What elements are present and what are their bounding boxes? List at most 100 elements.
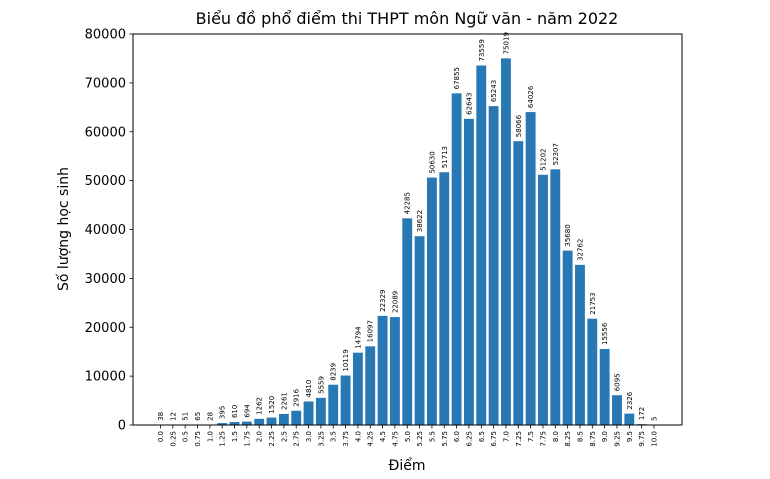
data-label-6.75: 65243 [490,80,498,102]
bar-8.75 [587,319,597,425]
y-tick-label-70000: 70000 [85,76,126,91]
bar-5.25 [415,236,425,425]
data-label-2.0: 1262 [256,397,264,415]
bar-9.25 [612,395,622,425]
x-tick-label-5.75: 5.75 [441,431,449,447]
data-label-3.5: 8239 [330,363,338,381]
y-axis-ticks: 0100002000030000400005000060000700008000… [85,28,133,434]
bar-5.5 [427,178,437,425]
y-axis-label: Số lượng học sinh [55,167,72,291]
data-label-9.0: 15556 [601,322,609,345]
bar-2.0 [254,419,264,425]
x-tick-label-3.5: 3.5 [330,431,338,442]
data-label-1.25: 395 [219,406,227,419]
x-tick-label-2.75: 2.75 [293,431,301,447]
data-label-5.25: 38622 [416,210,424,232]
data-label-0.25: 12 [169,412,177,421]
chart-title: Biểu đồ phổ điểm thi THPT môn Ngữ văn - … [196,9,619,28]
data-label-1.0: 28 [206,412,214,421]
data-label-0.5: 51 [182,412,190,421]
y-tick-label-60000: 60000 [85,125,126,140]
x-tick-label-6.5: 6.5 [478,431,486,442]
data-label-8.25: 35680 [564,224,572,246]
data-label-9.75: 172 [638,407,646,420]
y-tick-label-20000: 20000 [85,321,126,336]
data-label-5.75: 51713 [441,146,449,168]
bar-6.75 [489,106,499,425]
x-tick-label-9.25: 9.25 [613,431,621,447]
data-label-8.75: 21753 [589,292,597,314]
y-tick-label-80000: 80000 [85,28,126,43]
x-tick-label-5.25: 5.25 [416,431,424,447]
x-tick-label-3.75: 3.75 [342,431,350,447]
x-tick-label-4.5: 4.5 [379,431,387,442]
x-tick-label-9.5: 9.5 [626,431,634,442]
x-tick-label-3.25: 3.25 [317,431,325,447]
x-tick-label-8.25: 8.25 [564,431,572,447]
x-tick-label-0.5: 0.5 [182,431,190,442]
data-label-3.0: 4810 [305,380,313,398]
data-label-0.75: 65 [194,412,202,421]
data-label-3.75: 10119 [342,349,350,371]
bar-4.75 [390,317,400,425]
x-tick-label-1.5: 1.5 [231,431,239,442]
bar-8.0 [550,169,560,425]
x-tick-label-3.0: 3.0 [305,431,313,442]
x-tick-label-0.25: 0.25 [169,431,177,447]
data-label-2.75: 2916 [293,388,301,406]
x-tick-label-4.25: 4.25 [367,431,375,447]
bar-4.25 [365,346,375,425]
x-tick-label-0.0: 0.0 [157,431,165,442]
x-tick-label-5.0: 5.0 [404,431,412,442]
bar-1.75 [242,422,252,425]
data-label-5.5: 50630 [428,151,436,173]
bar-5.75 [439,172,449,425]
data-label-9.25: 6095 [613,373,621,391]
data-label-8.0: 52307 [552,143,560,165]
bar-6.25 [464,119,474,425]
x-tick-label-8.75: 8.75 [589,431,597,447]
x-tick-label-1.0: 1.0 [206,431,214,442]
x-tick-label-4.75: 4.75 [391,431,399,447]
x-tick-label-7.5: 7.5 [527,431,535,442]
data-label-5.0: 42285 [404,192,412,214]
bar-7.5 [526,112,536,425]
x-tick-label-0.75: 0.75 [194,431,202,447]
x-tick-label-4.0: 4.0 [354,431,362,442]
x-tick-label-8.5: 8.5 [576,431,584,442]
data-label-8.5: 32762 [576,239,584,261]
bar-3.0 [304,401,314,425]
data-label-3.25: 5559 [317,376,325,394]
bar-2.75 [291,411,301,425]
bar-7.0 [501,58,511,425]
bar-9.0 [600,349,610,425]
x-tick-label-2.0: 2.0 [256,431,264,442]
x-tick-label-1.75: 1.75 [243,431,251,447]
y-tick-label-40000: 40000 [85,223,126,238]
bar-7.75 [538,175,548,425]
data-label-4.0: 14794 [354,326,362,349]
bar-4.0 [353,353,363,425]
x-tick-label-10.0: 10.0 [651,431,659,447]
data-label-1.5: 610 [231,405,239,418]
y-tick-label-50000: 50000 [85,174,126,189]
x-tick-label-8.0: 8.0 [552,431,560,442]
bar-6.0 [452,93,462,425]
bar-2.25 [267,418,277,425]
bar-7.25 [513,141,523,425]
y-tick-label-30000: 30000 [85,272,126,287]
data-label-1.75: 694 [243,404,251,418]
data-label-10.0: 5 [651,417,659,421]
bar-4.5 [378,316,388,425]
data-label-2.5: 2261 [280,392,288,410]
x-tick-label-6.75: 6.75 [490,431,498,447]
x-tick-label-2.25: 2.25 [268,431,276,447]
x-tick-label-7.0: 7.0 [502,431,510,442]
bar-2.5 [279,414,289,425]
x-tick-label-1.25: 1.25 [219,431,227,447]
bar-9.5 [624,414,634,425]
data-label-2.25: 1520 [268,396,276,414]
